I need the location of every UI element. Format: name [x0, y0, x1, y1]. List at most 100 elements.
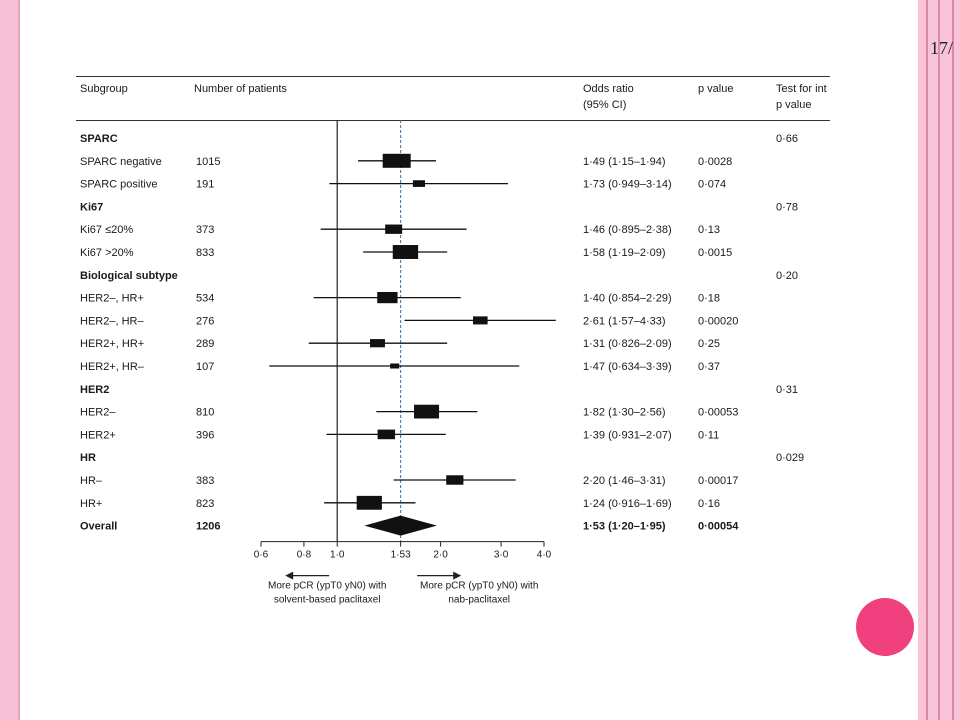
point-estimate	[390, 363, 400, 369]
forest-plot: Subgroup Number of patients Odds ratio (…	[76, 76, 830, 606]
p-value: 0·13	[698, 224, 720, 236]
left-arrow-head	[285, 571, 294, 580]
left-direction-label: More pCR (ypT0 yN0) with	[268, 581, 386, 592]
p-value: 0·00054	[698, 521, 739, 533]
odds-ratio-text: 1·46 (0·895–2·38)	[583, 224, 672, 236]
p-value: 0·16	[698, 498, 720, 510]
group-label: HR	[80, 452, 96, 464]
frame-stripe	[938, 0, 940, 720]
p-value: 0·00053	[698, 407, 738, 419]
decorative-circle	[856, 598, 914, 656]
odds-ratio-text: 1·58 (1·19–2·09)	[583, 247, 666, 259]
row-label: HER2+	[80, 429, 116, 441]
patient-count: 810	[196, 407, 214, 419]
point-estimate	[382, 153, 411, 168]
point-estimate	[473, 316, 488, 325]
p-value: 0·37	[698, 361, 720, 373]
row-label: HER2–	[80, 407, 116, 419]
point-estimate	[377, 292, 398, 304]
p-value: 0·00020	[698, 315, 738, 327]
p-value: 0·074	[698, 179, 726, 191]
odds-ratio-text: 1·47 (0·634–3·39)	[583, 361, 672, 373]
x-tick-label: 1·0	[330, 550, 345, 561]
row-label: HER2+, HR–	[80, 361, 145, 373]
row-label: SPARC positive	[80, 179, 157, 191]
point-estimate	[414, 404, 440, 419]
point-estimate	[370, 339, 385, 348]
p-value: 0·11	[698, 429, 719, 441]
interaction-p-value: 0·029	[776, 452, 804, 464]
point-estimate	[385, 224, 403, 234]
row-label: HR–	[80, 475, 103, 487]
row-label: Ki67 ≤20%	[80, 224, 133, 236]
point-estimate	[356, 495, 382, 510]
point-estimate	[377, 429, 396, 440]
header-patients: Number of patients	[194, 83, 287, 95]
p-value: 0·25	[698, 338, 720, 350]
x-tick-label: 0·8	[297, 550, 312, 561]
group-label: SPARC	[80, 133, 118, 145]
patient-count: 396	[196, 429, 214, 441]
left-frame-band	[0, 0, 20, 720]
odds-ratio-text: 1·53 (1·20–1·95)	[583, 521, 666, 533]
odds-ratio-text: 1·82 (1·30–2·56)	[583, 407, 666, 419]
x-axis: 0·6 0·8 1·0 1·53 2·0 3·0 4·0 More pCR (ypT0 yN0…	[254, 541, 552, 606]
right-arrow-head	[453, 571, 462, 580]
patient-count: 1015	[196, 156, 220, 168]
x-tick-label: 1·53	[391, 550, 411, 561]
patient-count: 289	[196, 338, 214, 350]
frame-stripe	[926, 0, 928, 720]
p-value: 0·0028	[698, 156, 732, 168]
point-estimate	[392, 245, 419, 259]
right-direction-label: nab-paclitaxel	[448, 595, 510, 606]
odds-ratio-text: 1·39 (0·931–2·07)	[583, 429, 672, 441]
row-label: HER2–, HR–	[80, 315, 144, 327]
point-estimate	[446, 475, 464, 485]
group-label: Biological subtype	[80, 270, 178, 282]
interaction-p-value: 0·20	[776, 270, 798, 282]
point-estimate	[412, 180, 426, 187]
odds-ratio-text: 1·40 (0·854–2·29)	[583, 293, 672, 305]
row-label: SPARC negative	[80, 156, 162, 168]
p-value: 0·0015	[698, 247, 732, 259]
patient-count: 373	[196, 224, 214, 236]
interaction-p-value: 0·66	[776, 133, 798, 145]
plot-layer	[269, 120, 556, 542]
row-label: HER2+, HR+	[80, 338, 144, 350]
rows-layer: SPARC 0·66 SPARC negative 1015 1·49 (1·15–1·…	[80, 133, 804, 533]
header-odds-ratio: Odds ratio	[583, 83, 634, 95]
frame-stripe	[952, 0, 954, 720]
header-interaction: Test for int	[776, 83, 827, 95]
row-label: Overall	[80, 521, 117, 533]
header-interaction-p: p value	[776, 99, 811, 111]
row-label: HER2–, HR+	[80, 293, 144, 305]
overall-diamond	[364, 515, 437, 536]
odds-ratio-text: 2·61 (1·57–4·33)	[583, 315, 666, 327]
patient-count: 383	[196, 475, 214, 487]
odds-ratio-text: 1·73 (0·949–3·14)	[583, 179, 672, 191]
right-direction-label: More pCR (ypT0 yN0) with	[420, 581, 538, 592]
p-value: 0·00017	[698, 475, 738, 487]
patient-count: 276	[196, 315, 214, 327]
page-number: 17/	[930, 38, 954, 58]
p-value: 0·18	[698, 293, 720, 305]
interaction-p-value: 0·78	[776, 201, 798, 213]
x-tick-label: 4·0	[537, 550, 552, 561]
right-frame-band	[918, 0, 960, 720]
odds-ratio-text: 1·24 (0·916–1·69)	[583, 498, 672, 510]
odds-ratio-text: 2·20 (1·46–3·31)	[583, 475, 666, 487]
header-p-value: p value	[698, 83, 733, 95]
x-tick-label: 3·0	[494, 550, 509, 561]
x-tick-label: 0·6	[254, 550, 269, 561]
patient-count: 833	[196, 247, 214, 259]
row-label: Ki67 >20%	[80, 247, 134, 259]
group-label: Ki67	[80, 201, 103, 213]
header-subgroup: Subgroup	[80, 83, 128, 95]
odds-ratio-text: 1·49 (1·15–1·94)	[583, 156, 666, 168]
interaction-p-value: 0·31	[776, 384, 798, 396]
group-label: HER2	[80, 384, 109, 396]
odds-ratio-text: 1·31 (0·826–2·09)	[583, 338, 672, 350]
left-direction-label: solvent-based paclitaxel	[274, 595, 381, 606]
patient-count: 823	[196, 498, 214, 510]
